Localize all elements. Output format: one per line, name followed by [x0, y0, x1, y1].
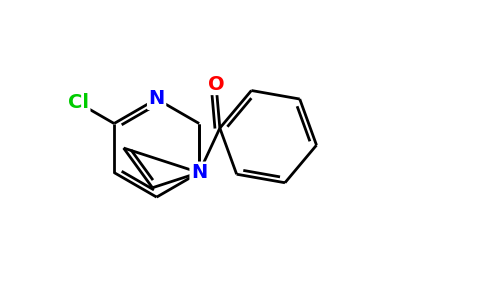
Text: N: N: [191, 163, 207, 182]
Text: Cl: Cl: [68, 93, 89, 112]
Text: O: O: [208, 75, 224, 94]
Text: N: N: [149, 89, 165, 109]
